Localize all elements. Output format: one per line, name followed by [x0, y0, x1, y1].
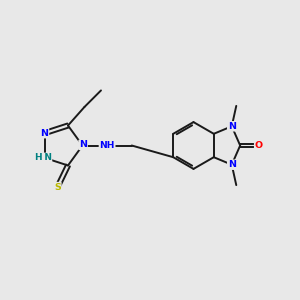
- Text: N: N: [228, 122, 236, 131]
- Text: N: N: [40, 129, 49, 138]
- Text: N: N: [79, 140, 87, 149]
- Text: N: N: [228, 160, 236, 169]
- Text: O: O: [255, 141, 263, 150]
- Text: NH: NH: [99, 141, 115, 150]
- Text: H N: H N: [34, 153, 52, 162]
- Text: S: S: [54, 183, 61, 192]
